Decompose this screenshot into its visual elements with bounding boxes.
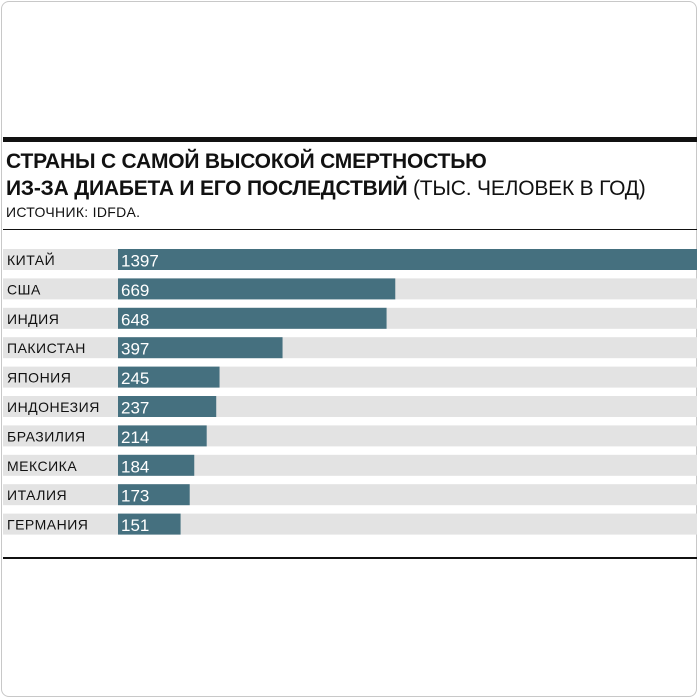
bar <box>118 337 283 359</box>
bar <box>118 278 396 300</box>
header-rule <box>3 229 697 230</box>
bar-track <box>3 337 697 359</box>
category-label: ИНДИЯ <box>7 311 59 327</box>
category-label: ИНДОНЕЗИЯ <box>7 399 100 415</box>
category-label: КИТАЙ <box>7 251 55 268</box>
top-rule <box>3 137 697 142</box>
bar <box>118 484 190 506</box>
value-label: 397 <box>121 340 149 359</box>
bar-track <box>3 513 697 535</box>
value-label: 151 <box>121 516 149 535</box>
bar-track <box>3 396 697 417</box>
value-label: 214 <box>121 428 149 447</box>
bar <box>118 366 220 388</box>
category-label: США <box>7 281 41 297</box>
chart-title: СТРАНЫ С САМОЙ ВЫСОКОЙ СМЕРТНОСТЬЮ ИЗ-ЗА… <box>6 148 696 202</box>
category-label: ЯПОНИЯ <box>7 370 71 386</box>
bar-track <box>3 366 697 388</box>
category-label: ПАКИСТАН <box>7 340 86 356</box>
value-label: 669 <box>121 281 149 300</box>
value-label: 1397 <box>121 252 159 271</box>
bar <box>118 396 217 417</box>
bar-track <box>3 454 697 476</box>
title-line-1: СТРАНЫ С САМОЙ ВЫСОКОЙ СМЕРТНОСТЬЮ <box>6 150 487 173</box>
bar <box>118 454 195 476</box>
category-label: БРАЗИЛИЯ <box>7 428 86 444</box>
category-label: МЕКСИКА <box>7 458 77 474</box>
bar-track <box>3 484 697 506</box>
title-unit: (ТЫС. ЧЕЛОВЕК В ГОД) <box>413 177 646 200</box>
value-label: 173 <box>121 487 149 506</box>
bar <box>118 513 181 535</box>
value-label: 648 <box>121 310 149 329</box>
value-label: 237 <box>121 399 149 418</box>
bottom-rule <box>3 557 697 559</box>
category-label: ИТАЛИЯ <box>7 487 67 503</box>
category-label: ГЕРМАНИЯ <box>7 517 88 533</box>
source-note: ИСТОЧНИК: IDFDA. <box>6 204 141 220</box>
value-label: 245 <box>121 369 149 388</box>
bar <box>118 307 387 329</box>
title-line-2: ИЗ-ЗА ДИАБЕТА И ЕГО ПОСЛЕДСТВИЙ <box>6 177 408 200</box>
bar <box>118 249 697 270</box>
value-label: 184 <box>121 457 149 476</box>
bar <box>118 425 207 447</box>
bar-track <box>3 425 697 447</box>
